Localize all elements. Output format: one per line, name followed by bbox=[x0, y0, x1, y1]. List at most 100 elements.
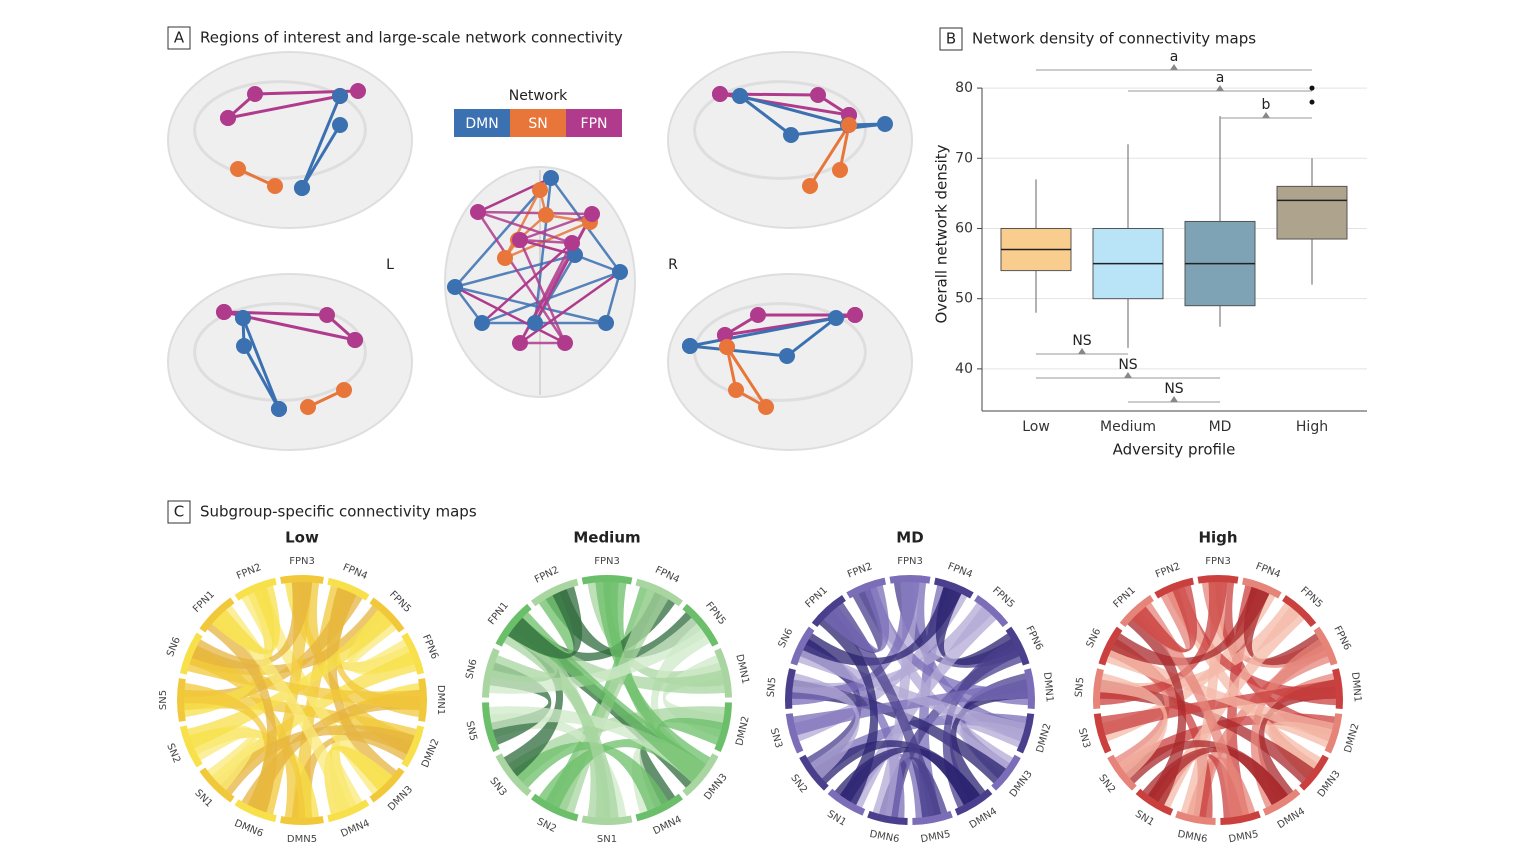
map-title: MD bbox=[896, 529, 923, 547]
chord bbox=[206, 613, 278, 814]
chord bbox=[1180, 581, 1228, 818]
chord bbox=[827, 601, 942, 819]
chord bbox=[1243, 585, 1326, 666]
node bbox=[612, 264, 628, 280]
node-label: DMN5 bbox=[920, 829, 952, 845]
y-tick-label: 60 bbox=[955, 220, 973, 236]
ring-segment bbox=[912, 810, 953, 825]
ring-segment bbox=[482, 702, 500, 752]
brain-fold bbox=[193, 80, 367, 180]
annotation: NS bbox=[1118, 357, 1137, 373]
annotation: NS bbox=[1072, 333, 1091, 349]
ring-segment bbox=[401, 725, 425, 768]
edge bbox=[739, 94, 792, 137]
node-label: FPN2 bbox=[235, 562, 263, 582]
ring-segment bbox=[581, 815, 633, 825]
node-label: FPN3 bbox=[594, 556, 620, 567]
node bbox=[447, 279, 463, 295]
brain-fold bbox=[193, 302, 367, 402]
panel-letter-box bbox=[939, 27, 963, 51]
ring-segment bbox=[991, 754, 1021, 791]
node bbox=[802, 178, 818, 194]
edge bbox=[689, 344, 788, 358]
chord bbox=[1126, 610, 1187, 806]
node-label: FPN4 bbox=[653, 565, 681, 586]
node bbox=[717, 327, 733, 343]
node-label: FPN6 bbox=[1023, 624, 1044, 652]
node-label: SN3 bbox=[487, 776, 508, 799]
node-label: SN6 bbox=[165, 636, 183, 659]
node-label: FPN4 bbox=[341, 562, 369, 582]
ring-segment bbox=[1119, 595, 1154, 628]
box bbox=[1276, 185, 1348, 240]
node bbox=[294, 180, 310, 196]
bracket-marker bbox=[1078, 348, 1086, 354]
node-label: DMN4 bbox=[968, 806, 999, 831]
node-label: SN2 bbox=[1096, 773, 1117, 796]
node bbox=[719, 339, 735, 355]
chord bbox=[1110, 585, 1270, 666]
chord bbox=[490, 616, 558, 683]
node-label: DMN3 bbox=[702, 772, 729, 802]
map-title: Low bbox=[285, 529, 319, 547]
ring-segment bbox=[495, 753, 532, 797]
edge bbox=[242, 345, 281, 410]
ring-segment bbox=[933, 577, 974, 599]
node bbox=[512, 232, 528, 248]
ring-segment bbox=[179, 632, 203, 675]
edge bbox=[519, 238, 573, 245]
outlier bbox=[1309, 99, 1315, 105]
hemisphere-label: R bbox=[668, 257, 678, 273]
ring-segment bbox=[1093, 713, 1112, 754]
chord bbox=[545, 588, 703, 659]
node-label: DMN3 bbox=[1316, 769, 1343, 800]
edge bbox=[241, 317, 281, 410]
edge bbox=[519, 212, 593, 242]
node bbox=[220, 110, 236, 126]
node bbox=[810, 87, 826, 103]
node bbox=[728, 382, 744, 398]
node-label: SN5 bbox=[1074, 677, 1087, 698]
chord bbox=[791, 672, 860, 780]
ring-segment bbox=[785, 713, 804, 754]
chord bbox=[190, 728, 257, 792]
annotation: b bbox=[1262, 97, 1271, 113]
legend-label: FPN bbox=[581, 116, 608, 132]
node-label: DMN2 bbox=[734, 715, 751, 747]
node-label: DMN4 bbox=[652, 814, 684, 837]
ring-segment bbox=[234, 799, 277, 823]
node-label: DMN1 bbox=[1349, 672, 1363, 703]
chord bbox=[822, 587, 883, 653]
node-label: SN2 bbox=[164, 742, 182, 765]
x-tick-label: High bbox=[1296, 419, 1328, 435]
node-label: DMN1 bbox=[733, 653, 750, 685]
chord bbox=[511, 741, 669, 812]
ring-segment bbox=[482, 648, 500, 698]
ring-segment bbox=[811, 595, 846, 628]
ring-segment bbox=[846, 577, 887, 599]
node bbox=[543, 170, 559, 186]
node-label: DMN1 bbox=[435, 685, 446, 715]
ring-segment bbox=[1262, 788, 1301, 816]
chord bbox=[1130, 587, 1191, 653]
chord bbox=[210, 584, 280, 654]
panel-title: Subgroup-specific connectivity maps bbox=[200, 503, 477, 521]
edge bbox=[533, 177, 553, 324]
node-label: DMN1 bbox=[1041, 672, 1055, 703]
ring-segment bbox=[199, 767, 235, 803]
node-label: SN1 bbox=[192, 788, 214, 810]
bracket-marker bbox=[1216, 85, 1224, 91]
annotation: a bbox=[1216, 70, 1225, 86]
node bbox=[474, 315, 490, 331]
node-label: FPN4 bbox=[946, 561, 974, 581]
edge bbox=[518, 239, 567, 344]
ring-segment bbox=[1107, 754, 1137, 791]
ring-segment bbox=[1299, 754, 1329, 791]
node-label: DMN2 bbox=[1035, 722, 1054, 754]
node bbox=[732, 88, 748, 104]
node bbox=[216, 304, 232, 320]
panel-title: Network density of connectivity maps bbox=[972, 30, 1256, 48]
edge bbox=[808, 124, 851, 187]
y-tick-label: 70 bbox=[955, 150, 973, 166]
node bbox=[841, 117, 857, 133]
